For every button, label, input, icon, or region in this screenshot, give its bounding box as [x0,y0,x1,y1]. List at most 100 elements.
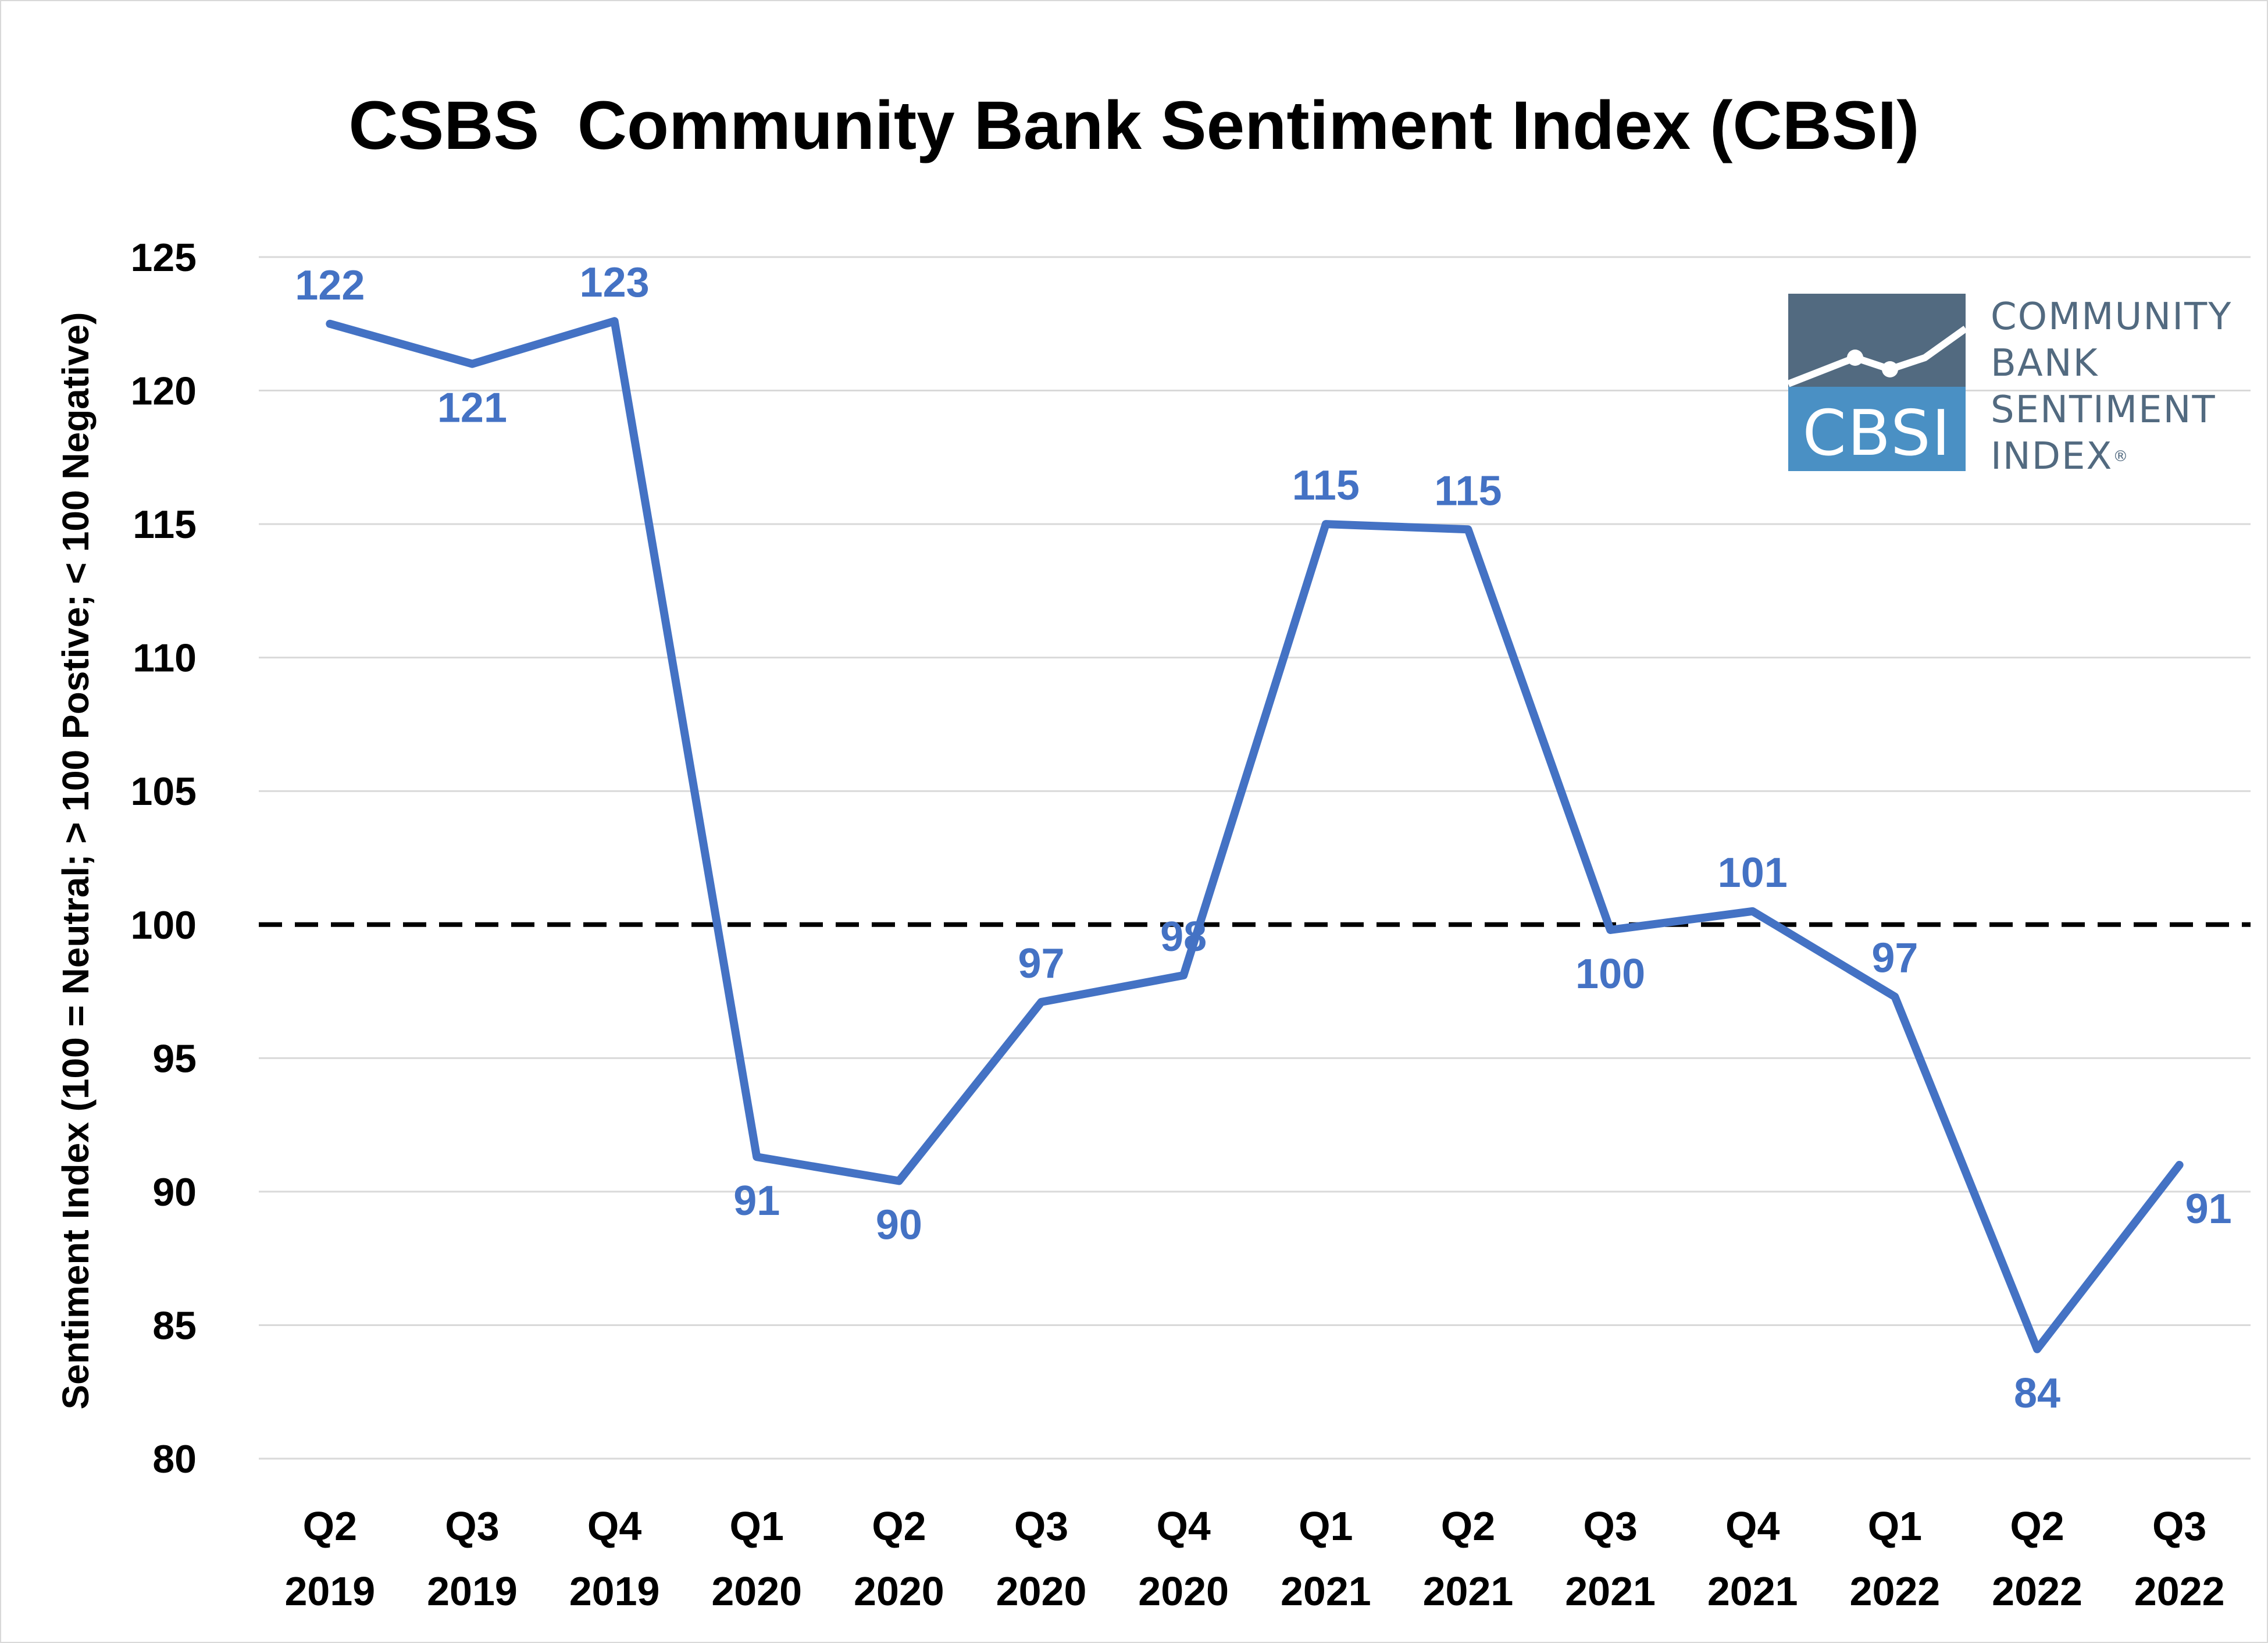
x-tick-year: 2019 [569,1569,660,1614]
data-point [1894,996,1895,997]
y-tick-label: 120 [131,369,197,414]
x-tick-quarter: Q3 [445,1503,499,1549]
x-tick-quarter: Q2 [303,1503,357,1549]
x-tick-quarter: Q3 [2152,1503,2206,1549]
chart-title: CSBS Community Bank Sentiment Index (CBS… [348,87,1920,164]
logo-wordmark: COMMUNITY BANK SENTIMENT INDEX® [1991,294,2232,480]
x-tick-label: Q3 2020 [996,1503,1087,1614]
x-tick-year: 2019 [427,1569,518,1614]
logo-abbreviation: CBSI [1802,397,1952,470]
data-label: 84 [2014,1370,2060,1417]
data-point [898,1181,900,1182]
y-axis-ticks: 80 85 90 95 100 105 110 115 120 125 [131,236,197,1481]
data-label: 115 [1292,462,1360,509]
y-tick-label: 115 [133,502,197,547]
x-tick-year: 2022 [1992,1569,2082,1614]
logo-mark: CBSI [1788,294,1966,471]
x-tick-quarter: Q2 [1441,1503,1495,1549]
x-tick-label: Q4 2019 [569,1503,660,1614]
x-tick-quarter: Q2 [2010,1503,2064,1549]
x-tick-label: Q4 2020 [1138,1503,1229,1614]
x-tick-label: Q4 2021 [1707,1503,1798,1614]
data-point [329,323,330,325]
data-label: 91 [733,1178,780,1224]
x-tick-year: 2019 [284,1569,375,1614]
logo-line-4: INDEX® [1991,433,2232,480]
cbsi-logo: CBSI COMMUNITY BANK SENTIMENT INDEX® [1788,294,2259,478]
data-point [756,1156,757,1157]
data-point [1325,523,1326,525]
logo-line-2: BANK [1991,342,2099,385]
y-tick-label: 80 [152,1437,197,1481]
data-label: 97 [1871,935,1918,982]
x-tick-year: 2020 [711,1569,802,1614]
x-tick-quarter: Q1 [730,1503,784,1549]
x-tick-label: Q2 2019 [284,1503,375,1614]
x-tick-quarter: Q1 [1299,1503,1353,1549]
data-label: 122 [295,262,365,309]
data-point [472,363,473,365]
x-tick-year: 2021 [1423,1569,1514,1614]
data-label: 123 [580,259,650,306]
x-tick-quarter: Q3 [1014,1503,1068,1549]
y-tick-label: 105 [131,769,197,814]
logo-trend-line-icon [1788,326,1966,387]
data-point [1467,529,1468,530]
logo-line-1: COMMUNITY [1991,295,2233,338]
x-tick-year: 2021 [1707,1569,1798,1614]
series-group [326,317,2184,1353]
x-tick-year: 2021 [1281,1569,1371,1614]
data-label: 97 [1018,940,1064,987]
x-tick-year: 2020 [996,1569,1087,1614]
data-labels: 122 121 123 91 90 97 98 115 115 100 101 97 84 91 [295,259,2231,1417]
x-tick-quarter: Q2 [872,1503,926,1549]
data-point [2037,1349,2038,1350]
data-point [2179,1164,2180,1166]
x-tick-year: 2020 [854,1569,944,1614]
y-tick-label: 125 [131,236,197,280]
data-label: 90 [876,1202,922,1249]
trademark-symbol: ® [2113,448,2130,465]
x-tick-label: Q3 2019 [427,1503,518,1614]
data-label: 115 [1434,468,1502,514]
data-point [1041,1002,1042,1003]
y-tick-label: 85 [152,1303,197,1348]
x-tick-quarter: Q3 [1583,1503,1637,1549]
y-tick-label: 90 [152,1170,197,1214]
y-tick-label: 100 [131,903,197,947]
x-tick-label: Q3 2022 [2134,1503,2225,1614]
data-point [1183,975,1184,976]
x-tick-quarter: Q4 [1725,1503,1780,1549]
data-point [1752,911,1753,912]
x-tick-quarter: Q1 [1868,1503,1922,1549]
x-tick-label: Q1 2020 [711,1503,802,1614]
logo-mark-bottom [1788,387,1966,471]
x-tick-year: 2020 [1138,1569,1229,1614]
y-tick-label: 110 [133,636,197,680]
x-tick-label: Q2 2022 [1992,1503,2082,1614]
logo-line-3: SENTIMENT [1991,389,2216,432]
data-label: 121 [437,385,507,432]
data-point [1610,929,1611,931]
x-tick-label: Q1 2022 [1850,1503,1941,1614]
x-axis-ticks: Q2 2019 Q3 2019 Q4 2019 Q1 2020 Q2 2020 Q3 2020 Q4 20… [284,1503,2224,1614]
x-tick-year: 2021 [1565,1569,1656,1614]
x-tick-label: Q1 2021 [1281,1503,1371,1614]
x-tick-quarter: Q4 [1156,1503,1210,1549]
x-tick-label: Q2 2020 [854,1503,944,1614]
data-label: 91 [2185,1186,2232,1232]
x-tick-year: 2022 [2134,1569,2225,1614]
x-tick-label: Q3 2021 [1565,1503,1656,1614]
data-point [614,320,615,322]
x-tick-quarter: Q4 [587,1503,641,1549]
series-line [326,317,2184,1353]
x-tick-label: Q2 2021 [1423,1503,1514,1614]
x-tick-year: 2022 [1850,1569,1941,1614]
data-label: 101 [1718,850,1788,896]
y-tick-label: 95 [152,1036,197,1081]
data-label: 100 [1575,951,1645,997]
data-label: 98 [1160,914,1207,960]
logo-line-4-text: INDEX [1991,435,2113,478]
